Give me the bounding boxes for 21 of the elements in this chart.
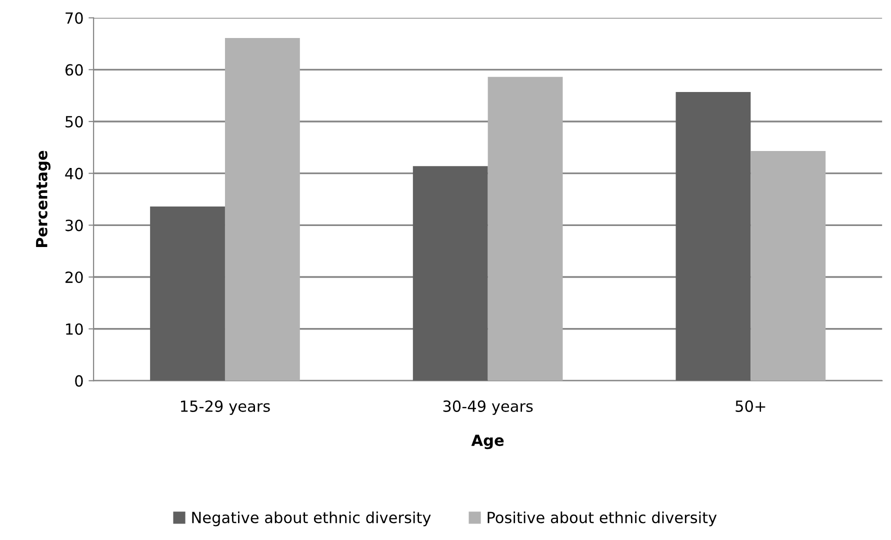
- y-tick-label: 70: [66, 12, 83, 24]
- bar: [150, 206, 225, 381]
- bar: [412, 166, 488, 381]
- bar: [750, 151, 826, 381]
- y-tick-label: 50: [66, 116, 83, 128]
- y-tick-label: 0: [75, 375, 83, 387]
- legend-label: Negative about ethnic diversity: [192, 511, 431, 526]
- y-tick-label: 20: [66, 271, 83, 284]
- y-tick-label: 60: [65, 64, 83, 76]
- x-tick-label: 15-29 years: [181, 400, 270, 415]
- legend-label: Positive about ethnic diversity: [488, 511, 717, 526]
- bar: [488, 76, 563, 381]
- y-tick-label: 40: [65, 168, 83, 180]
- x-tick-label: 30-49 years: [443, 400, 533, 415]
- y-axis-title: Percentage: [36, 150, 51, 248]
- x-axis-title: Age: [471, 434, 504, 450]
- y-tick-label: 30: [66, 220, 83, 232]
- x-tick-label: 50+: [736, 400, 766, 412]
- bar: [224, 38, 300, 381]
- bar: [676, 92, 751, 381]
- y-tick-label: 10: [66, 323, 83, 335]
